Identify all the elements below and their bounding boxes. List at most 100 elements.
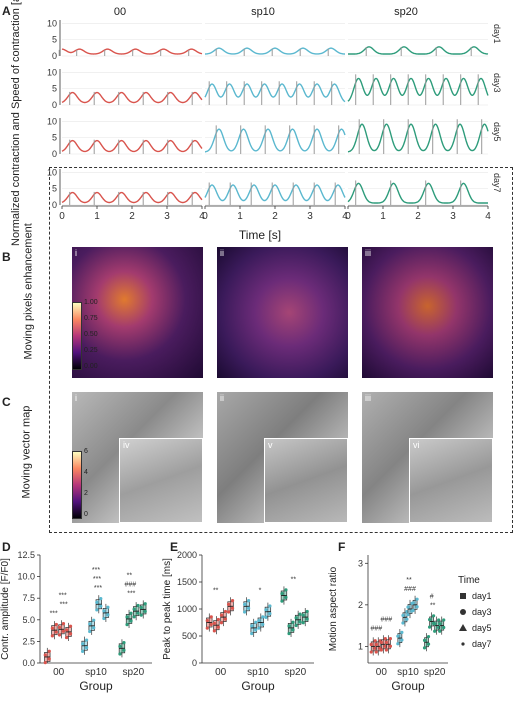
x-tick-label: sp10 bbox=[397, 667, 419, 678]
data-point bbox=[143, 602, 147, 606]
data-point bbox=[411, 608, 415, 613]
data-point bbox=[298, 612, 302, 616]
y-tick-label: 0 bbox=[52, 200, 57, 210]
x-tick-label: 1 bbox=[237, 211, 243, 222]
y-tick-label: 12.5 bbox=[17, 550, 35, 560]
data-point bbox=[223, 609, 228, 614]
data-point bbox=[433, 629, 437, 633]
y-tick-label: 2000 bbox=[177, 550, 197, 560]
x-tick-label: sp20 bbox=[122, 667, 144, 678]
y-tick-label: 10.0 bbox=[17, 572, 35, 582]
y-tick-label: 5 bbox=[52, 184, 57, 194]
legend-title: Time bbox=[458, 575, 480, 586]
legend-label: day7 bbox=[472, 639, 492, 649]
data-point bbox=[68, 624, 73, 628]
data-point bbox=[132, 607, 136, 611]
data-point bbox=[400, 630, 404, 635]
x-tick-label: 00 bbox=[376, 667, 388, 678]
data-point bbox=[305, 617, 309, 621]
day-label: day1 bbox=[492, 24, 502, 44]
data-point bbox=[122, 648, 126, 652]
data-point bbox=[287, 624, 291, 628]
data-point bbox=[422, 646, 427, 650]
data-point bbox=[268, 604, 272, 608]
x-tick-label: 1 bbox=[380, 211, 386, 222]
roman-label: vi bbox=[413, 440, 420, 450]
data-point bbox=[284, 588, 288, 592]
y-tick-label: 1000 bbox=[177, 604, 197, 614]
data-point bbox=[301, 613, 305, 617]
panel-label-e: E bbox=[170, 540, 179, 554]
trace-line bbox=[204, 184, 346, 202]
y-axis-label: Contr. amplitude [F/F0] bbox=[0, 558, 11, 660]
data-point bbox=[291, 620, 295, 624]
data-point bbox=[243, 602, 247, 607]
trace-line bbox=[347, 182, 488, 204]
x-tick-label: 4 bbox=[485, 211, 491, 222]
roman-label: v bbox=[268, 440, 273, 450]
data-point bbox=[129, 619, 133, 623]
data-point bbox=[129, 611, 133, 615]
x-axis-label: Group bbox=[241, 679, 275, 693]
significance-label: *** bbox=[92, 567, 100, 574]
data-point bbox=[442, 618, 446, 622]
data-point bbox=[401, 621, 405, 625]
data-point bbox=[250, 624, 254, 628]
data-point bbox=[68, 632, 73, 636]
data-point bbox=[250, 631, 254, 636]
data-point bbox=[254, 628, 258, 632]
colorbar-b-tick: 0.25 bbox=[84, 347, 98, 354]
x-tick-label: 0 bbox=[59, 211, 65, 222]
data-point bbox=[118, 644, 122, 649]
data-point bbox=[230, 606, 235, 610]
data-point bbox=[301, 621, 305, 625]
data-point bbox=[230, 599, 235, 603]
x-tick-label: sp20 bbox=[284, 667, 306, 678]
x-tick-label: 2 bbox=[415, 211, 421, 222]
boxplot-area: Contr. amplitude [F/F0] 0.0 2.5 5.0 7.5 10.0 1… bbox=[0, 550, 492, 693]
y-tick-label: 0 bbox=[52, 149, 57, 159]
column-header-00: 00 bbox=[113, 6, 127, 18]
heatmap-image-ii: ii bbox=[217, 247, 348, 378]
data-point bbox=[47, 649, 51, 653]
data-point bbox=[88, 622, 92, 626]
x-tick-label: 0 bbox=[345, 211, 351, 222]
data-point bbox=[428, 617, 432, 622]
legend-marker-square bbox=[460, 593, 466, 599]
data-point bbox=[415, 605, 419, 609]
data-point bbox=[374, 650, 378, 654]
x-tick-label: 3 bbox=[450, 211, 456, 222]
data-point bbox=[106, 605, 110, 609]
legend-marker-dot bbox=[461, 642, 465, 646]
vector-map-image-i: i iv bbox=[72, 392, 203, 523]
significance-label: ### bbox=[124, 581, 136, 588]
data-point bbox=[219, 621, 224, 625]
significance-label: *** bbox=[50, 610, 58, 617]
y-tick-label: 5 bbox=[52, 133, 57, 143]
data-point bbox=[43, 653, 47, 657]
x-axis-label: Group bbox=[391, 679, 425, 693]
y-axis-label: Motion aspect ratio bbox=[328, 566, 339, 651]
trace-line bbox=[348, 46, 489, 55]
panel-b-ylabel: Moving pixels enhancement bbox=[22, 223, 35, 360]
y-tick-label: 0 bbox=[192, 658, 197, 668]
data-point bbox=[139, 605, 143, 610]
data-point bbox=[400, 638, 404, 642]
colorbar-c bbox=[72, 451, 82, 519]
y-tick-label: 10 bbox=[47, 67, 57, 77]
data-point bbox=[401, 613, 405, 618]
data-point bbox=[379, 648, 383, 652]
colorbar-c-tick: 2 bbox=[84, 490, 88, 497]
data-point bbox=[247, 599, 251, 603]
roman-label: i bbox=[75, 393, 77, 403]
x-tick-label: 2 bbox=[272, 211, 278, 222]
data-point bbox=[247, 606, 251, 610]
panel-label-a: A bbox=[2, 4, 11, 18]
colorbar-c-tick: 6 bbox=[84, 448, 88, 455]
significance-label: ** bbox=[213, 587, 219, 594]
y-tick-label: 5.0 bbox=[22, 615, 35, 625]
data-point bbox=[205, 626, 209, 630]
data-point bbox=[396, 634, 400, 638]
trace-line bbox=[347, 123, 489, 153]
